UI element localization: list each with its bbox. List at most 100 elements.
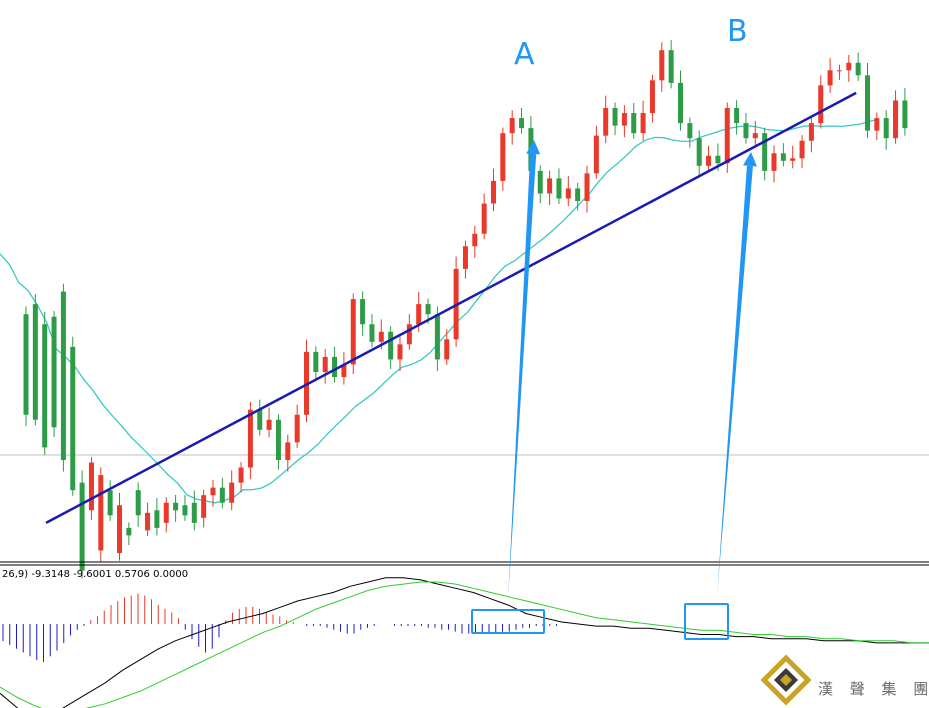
candle bbox=[472, 225, 478, 258]
candle bbox=[322, 349, 328, 384]
candle bbox=[238, 462, 244, 493]
candle-body bbox=[855, 62, 861, 76]
candle-body bbox=[360, 299, 366, 325]
candle bbox=[332, 346, 338, 383]
candle-body bbox=[874, 118, 880, 131]
arrow-head bbox=[742, 152, 757, 167]
candle bbox=[341, 352, 347, 385]
candle-body bbox=[808, 123, 814, 141]
candle bbox=[294, 404, 300, 448]
candle-body bbox=[117, 505, 122, 554]
candle bbox=[640, 100, 646, 141]
candle-body bbox=[191, 502, 197, 523]
candle bbox=[397, 336, 403, 371]
candle bbox=[865, 62, 870, 139]
arrow-a bbox=[508, 140, 541, 600]
candle bbox=[855, 52, 861, 81]
candle-body bbox=[846, 62, 852, 71]
candle-body bbox=[79, 482, 85, 571]
candle bbox=[612, 102, 618, 136]
candle bbox=[762, 127, 768, 181]
candle-body bbox=[893, 100, 899, 139]
candle-body bbox=[462, 246, 468, 269]
candle bbox=[481, 193, 487, 240]
candle bbox=[51, 311, 57, 437]
macd-histogram bbox=[2, 593, 557, 662]
candle-body bbox=[247, 409, 253, 468]
candle bbox=[444, 329, 450, 365]
candle bbox=[827, 57, 833, 93]
candle-body bbox=[313, 351, 319, 372]
candle bbox=[593, 125, 599, 179]
candle-body bbox=[98, 475, 104, 551]
candle bbox=[818, 75, 824, 129]
candle bbox=[117, 492, 122, 561]
candle bbox=[275, 414, 281, 470]
candle bbox=[313, 346, 319, 382]
candle-body bbox=[509, 118, 515, 134]
candle bbox=[98, 467, 104, 563]
candle-body bbox=[649, 80, 655, 114]
candle-body bbox=[640, 113, 646, 134]
arrow-head bbox=[526, 140, 541, 155]
candle bbox=[621, 105, 627, 138]
candle bbox=[135, 482, 141, 527]
logo-emblem-icon bbox=[760, 654, 812, 706]
candle bbox=[649, 74, 655, 123]
candle-body bbox=[659, 50, 665, 81]
candle bbox=[42, 311, 48, 455]
candle-body bbox=[210, 487, 216, 496]
candle bbox=[491, 168, 496, 212]
candle bbox=[229, 470, 235, 511]
candle bbox=[734, 100, 740, 135]
highlight-boxes bbox=[471, 603, 729, 640]
candle-body bbox=[836, 70, 842, 72]
candle bbox=[79, 470, 85, 579]
candle bbox=[687, 117, 693, 148]
candle-body bbox=[182, 505, 188, 516]
candle-body bbox=[762, 133, 768, 171]
candle-body bbox=[219, 487, 225, 503]
candle-body bbox=[481, 203, 487, 234]
candle-body bbox=[378, 331, 384, 342]
candle bbox=[696, 130, 702, 178]
candle bbox=[631, 102, 637, 139]
candle-body bbox=[332, 356, 338, 378]
candle bbox=[266, 407, 272, 438]
candle bbox=[462, 240, 468, 279]
candle-body bbox=[257, 409, 263, 430]
candle bbox=[182, 495, 188, 521]
candle bbox=[668, 40, 674, 89]
candle-body bbox=[556, 178, 562, 199]
candle-body bbox=[60, 291, 66, 460]
candle bbox=[360, 291, 366, 336]
candle-body bbox=[603, 108, 609, 136]
candle-body bbox=[416, 304, 422, 325]
logo-text: 漢 聲 集 團 bbox=[818, 680, 929, 698]
candle-body bbox=[88, 462, 94, 511]
candle-body bbox=[397, 344, 403, 360]
candle bbox=[257, 399, 263, 436]
candle-body bbox=[23, 314, 29, 415]
candle-body bbox=[322, 356, 328, 372]
candle bbox=[603, 95, 609, 144]
candle-body bbox=[369, 324, 375, 342]
candle bbox=[406, 314, 412, 350]
candle-body bbox=[734, 108, 740, 124]
arrow-shaft bbox=[508, 153, 537, 600]
candle bbox=[752, 120, 758, 146]
candle-body bbox=[715, 155, 721, 164]
candle bbox=[285, 434, 291, 472]
candle bbox=[874, 112, 880, 141]
candle-body bbox=[145, 512, 151, 531]
arrow-b bbox=[717, 152, 757, 596]
candle-body bbox=[350, 299, 356, 365]
signal-line bbox=[0, 581, 929, 708]
candle-body bbox=[668, 50, 674, 83]
candle bbox=[883, 110, 889, 150]
candle-body bbox=[32, 304, 38, 420]
annotation-arrows bbox=[508, 140, 757, 600]
candle bbox=[771, 145, 777, 183]
company-logo: 漢 聲 集 團 bbox=[760, 654, 929, 706]
